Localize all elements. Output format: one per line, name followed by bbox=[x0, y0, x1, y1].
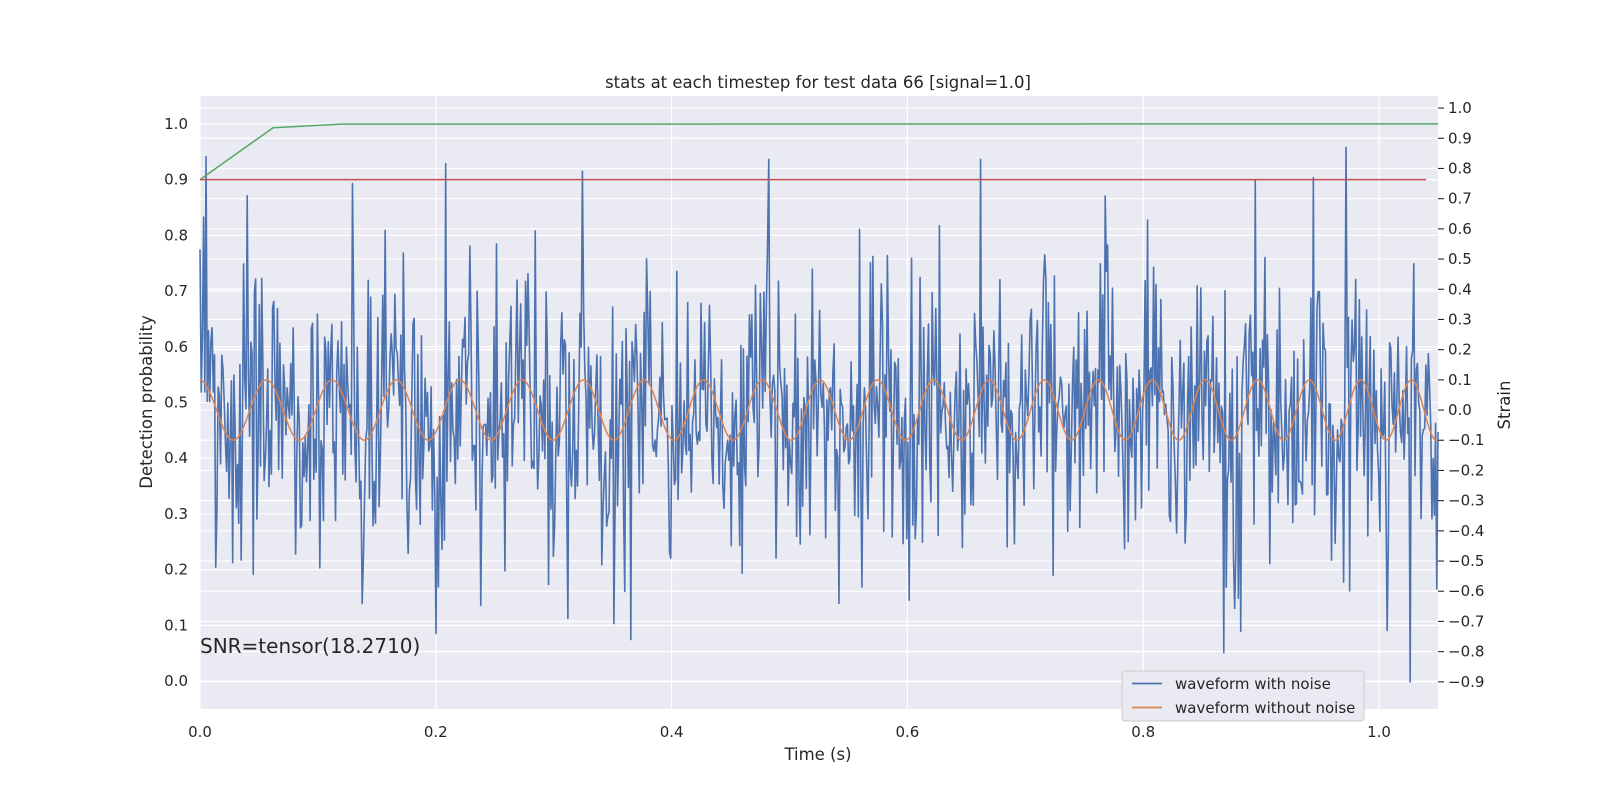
right-y-axis-ticks: −0.9 −0.8 −0.7 −0.6 −0.5 −0.4 −0.3 −0.2 −0.1 0.0 0… bbox=[1438, 99, 1484, 691]
x-tick-label: 0.0 bbox=[188, 723, 212, 741]
snr-annotation: SNR=tensor(18.2710) bbox=[200, 634, 420, 658]
right-y-tick-label: 0.8 bbox=[1448, 159, 1472, 177]
chart-title: stats at each timestep for test data 66 … bbox=[605, 73, 1031, 92]
series-line-0 bbox=[199, 146, 1439, 683]
x-tick-label: 0.6 bbox=[895, 723, 919, 741]
left-y-tick-label: 0.6 bbox=[164, 338, 188, 356]
left-y-tick-label: 0.7 bbox=[164, 282, 188, 300]
left-y-tick-label: 0.5 bbox=[164, 394, 188, 412]
right-y-tick-label: −0.3 bbox=[1448, 492, 1484, 510]
series-line-1 bbox=[199, 379, 1439, 441]
x-axis-label: Time (s) bbox=[783, 745, 851, 764]
right-y-tick-label: 0.0 bbox=[1448, 401, 1472, 419]
right-y-tick-label: 0.1 bbox=[1448, 371, 1472, 389]
right-y-tick-label: −0.8 bbox=[1448, 643, 1484, 661]
left-y-tick-label: 0.2 bbox=[164, 561, 188, 579]
right-y-tick-label: −0.7 bbox=[1448, 612, 1484, 630]
legend-label-noisy: waveform with noise bbox=[1175, 675, 1331, 693]
x-tick-label: 0.4 bbox=[660, 723, 684, 741]
right-y-tick-label: 0.3 bbox=[1448, 310, 1472, 328]
right-y-tick-label: −0.5 bbox=[1448, 552, 1484, 570]
right-y-tick-label: 0.4 bbox=[1448, 280, 1472, 298]
legend-label-clean: waveform without noise bbox=[1175, 699, 1355, 717]
right-y-tick-label: −0.9 bbox=[1448, 673, 1484, 691]
left-y-axis-label: Detection probability bbox=[137, 315, 156, 489]
legend: waveform with noise waveform without noi… bbox=[1121, 670, 1365, 722]
left-y-tick-label: 0.3 bbox=[164, 505, 188, 523]
left-y-tick-label: 0.4 bbox=[164, 449, 188, 467]
left-y-tick-label: 0.9 bbox=[164, 171, 188, 189]
x-axis-ticks: 0.0 0.2 0.4 0.6 0.8 1.0 bbox=[188, 723, 1391, 741]
right-y-tick-label: −0.2 bbox=[1448, 461, 1484, 479]
right-y-tick-label: 0.9 bbox=[1448, 129, 1472, 147]
right-y-tick-label: −0.1 bbox=[1448, 431, 1484, 449]
right-y-tick-label: −0.6 bbox=[1448, 582, 1484, 600]
x-tick-label: 0.2 bbox=[424, 723, 448, 741]
left-y-axis-ticks: 0.0 0.1 0.2 0.3 0.4 0.5 0.6 0.7 0.8 0.9 1.0 bbox=[164, 115, 188, 690]
right-y-tick-label: 0.2 bbox=[1448, 341, 1472, 359]
series-layer bbox=[199, 123, 1439, 683]
right-y-axis-label: Strain bbox=[1495, 381, 1514, 430]
right-y-tick-label: 1.0 bbox=[1448, 99, 1472, 117]
left-y-tick-label: 1.0 bbox=[164, 115, 188, 133]
left-y-tick-label: 0.1 bbox=[164, 616, 188, 634]
right-y-tick-label: 0.7 bbox=[1448, 190, 1472, 208]
x-tick-label: 0.8 bbox=[1131, 723, 1155, 741]
legend-box bbox=[1121, 670, 1365, 722]
right-y-tick-label: −0.4 bbox=[1448, 522, 1484, 540]
left-y-tick-label: 0.8 bbox=[164, 226, 188, 244]
left-y-tick-label: 0.0 bbox=[164, 672, 188, 690]
right-y-tick-label: 0.6 bbox=[1448, 220, 1472, 238]
right-y-tick-label: 0.5 bbox=[1448, 250, 1472, 268]
series-line-2 bbox=[199, 123, 1439, 181]
x-tick-label: 1.0 bbox=[1367, 723, 1391, 741]
